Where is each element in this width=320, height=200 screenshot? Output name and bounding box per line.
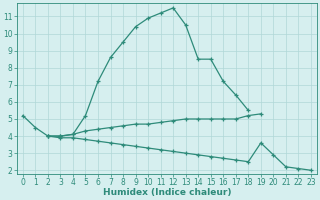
X-axis label: Humidex (Indice chaleur): Humidex (Indice chaleur): [103, 188, 231, 197]
